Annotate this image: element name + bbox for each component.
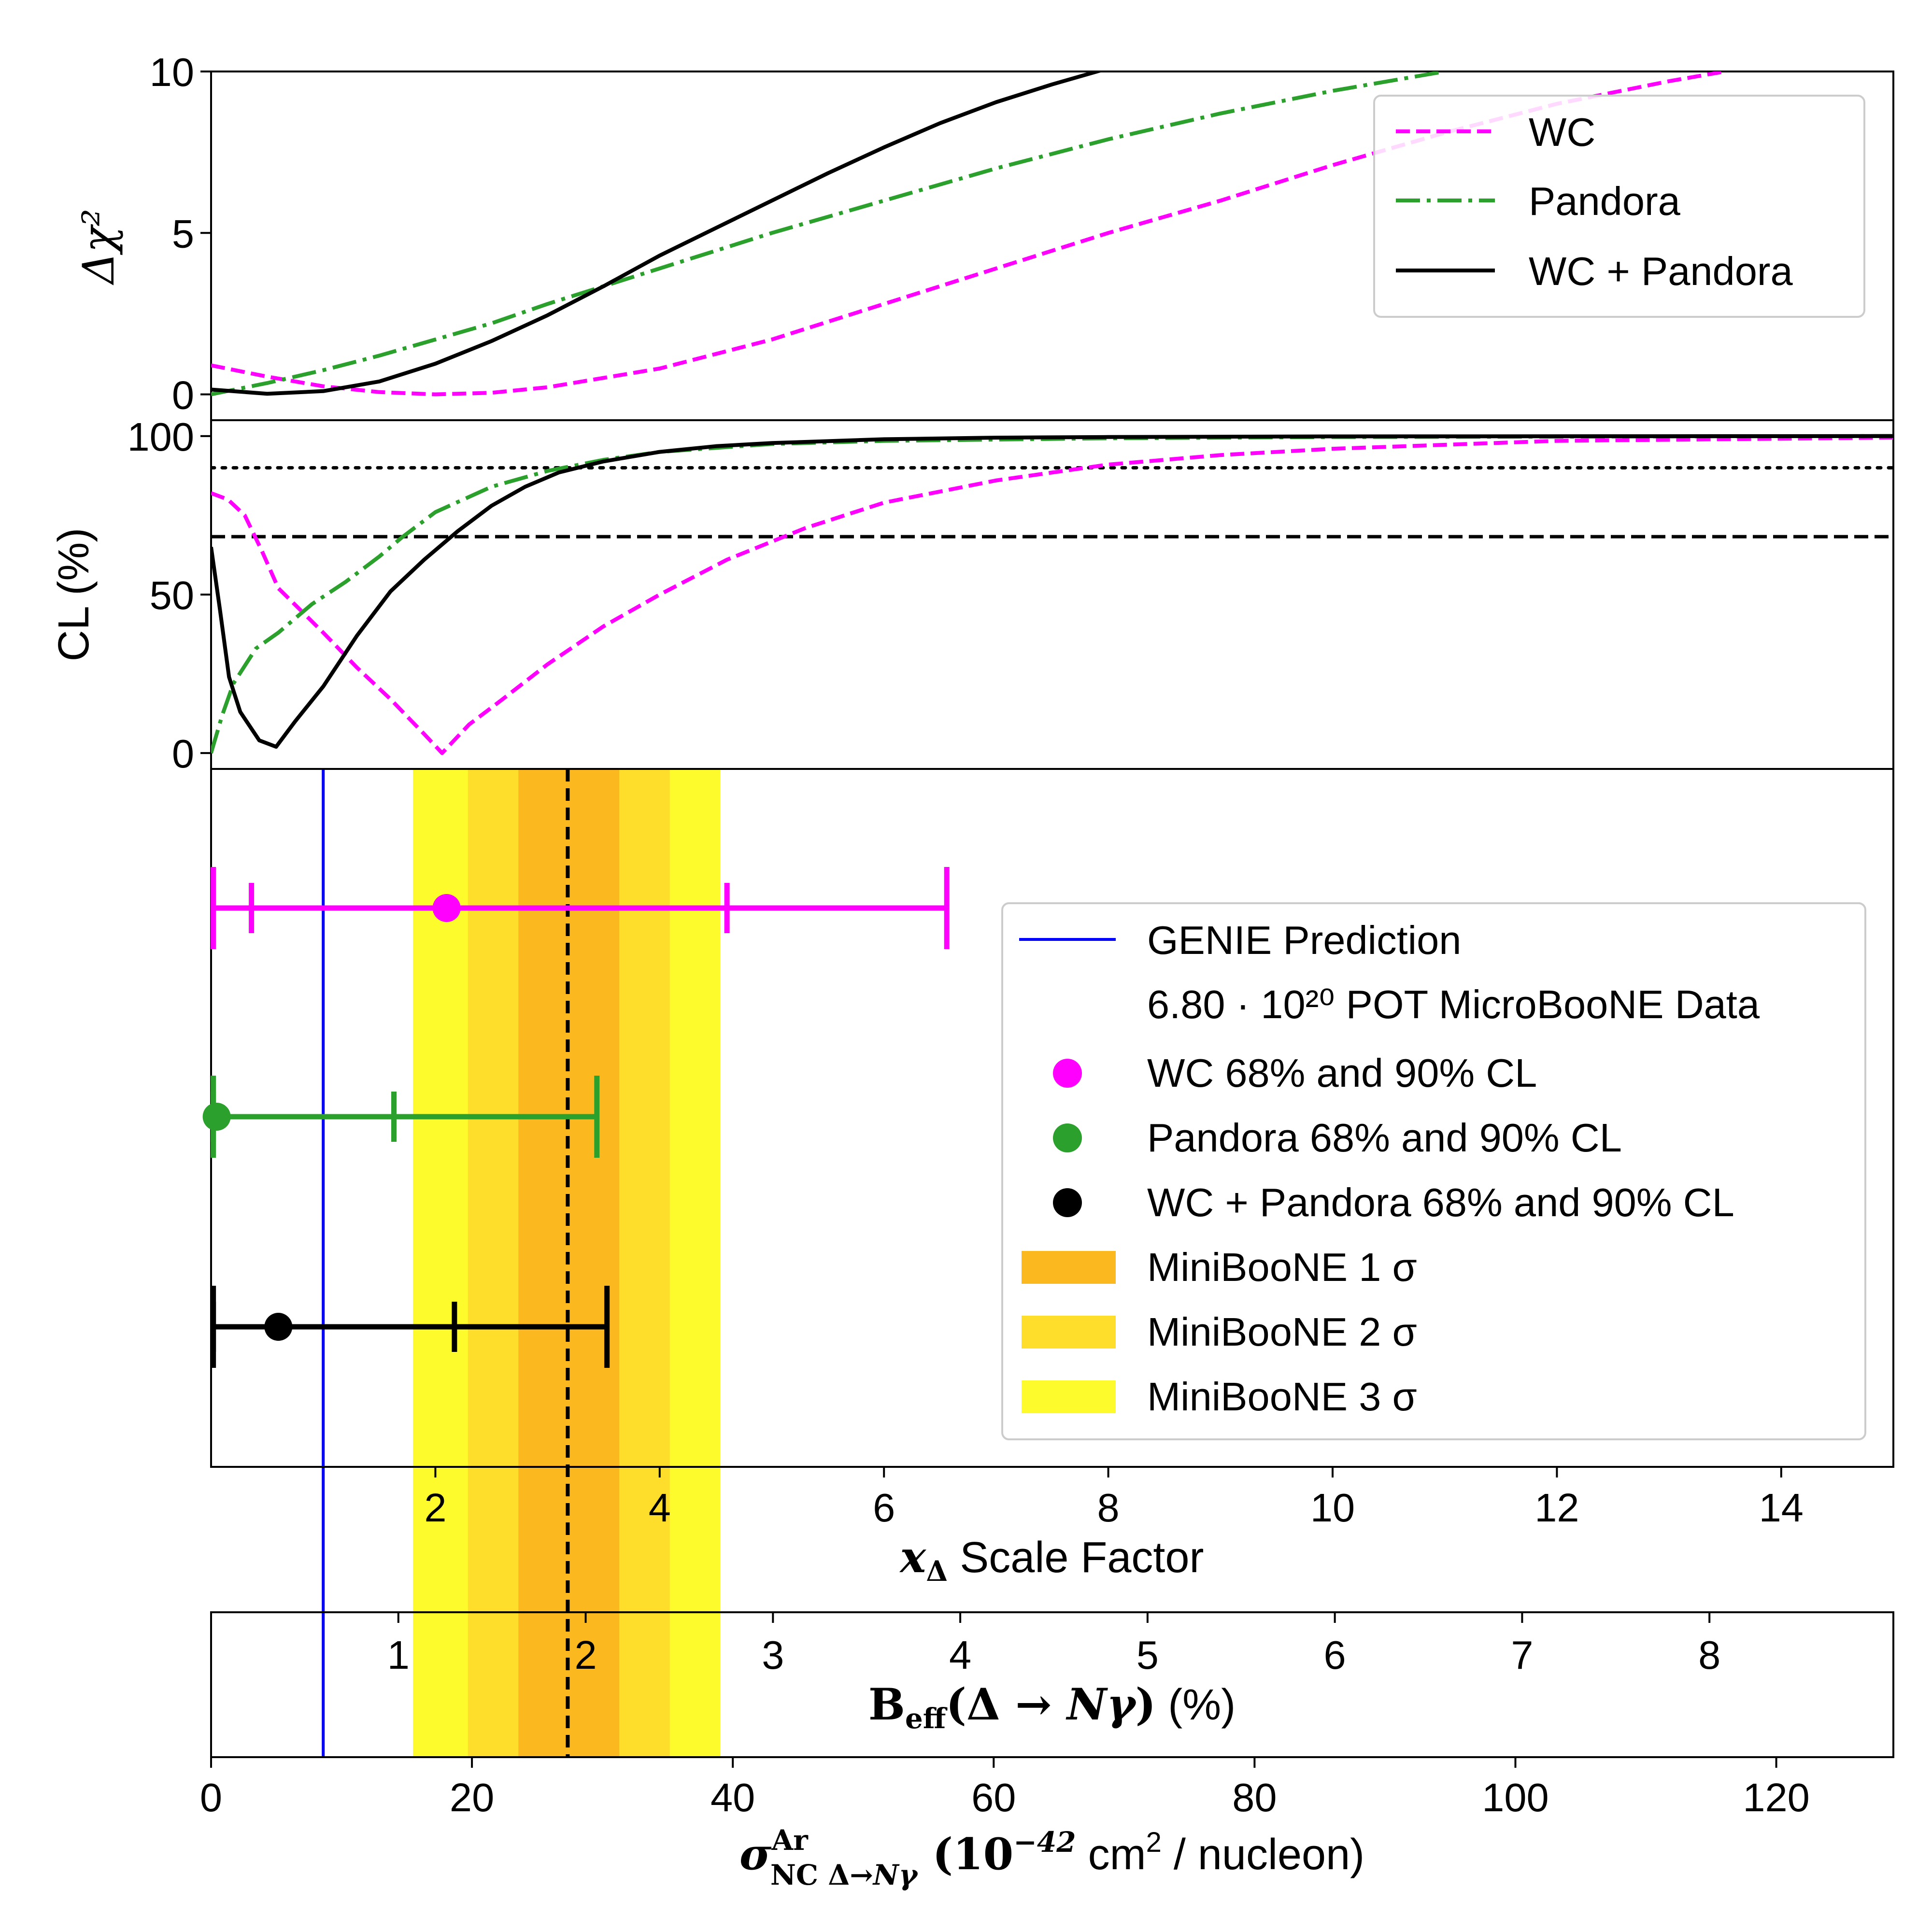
x-tick-label: 2	[574, 1633, 597, 1677]
cl-wc-curve	[211, 436, 1893, 755]
legend-combined-label: WC + Pandora	[1529, 249, 1793, 294]
beff-x-ticks: 1 2 3 4 5 6 7 8	[387, 1612, 1720, 1677]
delta-chi2-legend: WC Pandora WC + Pandora	[1373, 95, 1865, 318]
legend-wc-marker	[1053, 1059, 1082, 1088]
combined-error-bar	[211, 1286, 610, 1368]
y-tick-label: 0	[172, 731, 194, 776]
x-tick-label: 8	[1097, 1485, 1120, 1530]
x-tick-label: 6	[1324, 1633, 1346, 1677]
x-tick-label: 10	[1310, 1485, 1355, 1530]
beff-axis-frame	[210, 1611, 1894, 1758]
x-tick-label: 3	[762, 1633, 784, 1677]
reference-vertical-lines	[322, 769, 570, 1757]
legend-mb2-label: MiniBooNE 2 σ	[1147, 1309, 1417, 1354]
x-tick-label: 14	[1759, 1485, 1804, 1530]
cl-y-axis-label: CL (%)	[50, 528, 98, 662]
beff-x-axis-label: Beff(Δ → Nγ) (%)	[868, 1679, 1236, 1735]
delta-chi2-y-axis-label: Δχ²	[73, 209, 124, 285]
legend-combined-cl-label: WC + Pandora 68% and 90% CL	[1147, 1180, 1734, 1225]
delta-chi2-y-ticks: 0 5 10	[150, 50, 211, 418]
cl-y-ticks: 0 50 100	[128, 414, 211, 776]
legend-data-header: 6.80 · 10²⁰ POT MicroBooNE Data	[1147, 982, 1760, 1027]
limits-legend: GENIE Prediction 6.80 · 10²⁰ POT MicroBo…	[1001, 902, 1866, 1440]
legend-mb2-swatch	[1022, 1316, 1116, 1349]
y-tick-label: 0	[172, 373, 194, 418]
cl-curves	[211, 434, 1893, 755]
x-tick-label: 100	[1482, 1775, 1548, 1820]
cl-error-bars	[202, 867, 950, 1368]
cl-reference-lines	[211, 466, 1893, 539]
x-tick-label: 0	[200, 1775, 222, 1820]
legend-combined-marker	[1053, 1188, 1082, 1217]
y-tick-label: 10	[150, 50, 194, 95]
pandora-error-bar	[202, 1076, 600, 1158]
scale-factor-x-ticks: 2 4 6 8 10 12 14	[424, 1467, 1804, 1530]
x-tick-label: 8	[1698, 1633, 1720, 1677]
x-tick-label: 12	[1534, 1485, 1579, 1530]
pandora-best-fit-point	[202, 1103, 231, 1131]
y-tick-label: 100	[128, 414, 194, 459]
x-tick-label: 4	[949, 1633, 971, 1677]
x-tick-label: 20	[450, 1775, 494, 1820]
y-tick-label: 50	[150, 573, 194, 618]
x-tick-label: 120	[1743, 1775, 1809, 1820]
legend-genie-label: GENIE Prediction	[1147, 918, 1461, 963]
legend-wc-cl-label: WC 68% and 90% CL	[1147, 1051, 1537, 1095]
x-tick-label: 7	[1511, 1633, 1533, 1677]
x-tick-label: 60	[971, 1775, 1016, 1820]
delta-chi2-combined-curve	[211, 71, 1104, 396]
wc-best-fit-point	[432, 894, 461, 922]
cl-pandora-curve	[211, 434, 1893, 754]
x-tick-label: 1	[387, 1633, 410, 1677]
legend-mb1-swatch	[1022, 1251, 1116, 1284]
legend-pandora-label: Pandora	[1529, 179, 1681, 224]
x-tick-label: 6	[873, 1485, 895, 1530]
delta-chi2-pandora-curve	[211, 71, 1445, 397]
y-tick-label: 5	[172, 211, 194, 256]
combined-best-fit-point	[264, 1313, 293, 1341]
x-tick-label: 4	[649, 1485, 671, 1530]
legend-pandora-marker	[1053, 1123, 1082, 1152]
x-tick-label: 5	[1136, 1633, 1159, 1677]
x-tick-label: 40	[710, 1775, 755, 1820]
legend-wc-label: WC	[1529, 110, 1595, 155]
cross-section-x-axis-label: σAr NC Δ→Nγ (10−42 cm2 / nucleon)	[739, 1824, 1364, 1891]
legend-pandora-cl-label: Pandora 68% and 90% CL	[1147, 1115, 1622, 1160]
cl-combined-curve	[211, 434, 1893, 749]
cross-section-x-ticks: 0 20 40 60 80 100 120	[200, 1757, 1810, 1820]
legend-mb3-swatch	[1022, 1380, 1116, 1413]
wc-error-bar	[211, 867, 950, 949]
legend-mb1-label: MiniBooNE 1 σ	[1147, 1245, 1417, 1290]
scale-factor-x-axis-label: xΔ Scale Factor	[899, 1532, 1204, 1588]
legend-mb3-label: MiniBooNE 3 σ	[1147, 1374, 1417, 1419]
x-tick-label: 2	[424, 1485, 446, 1530]
x-tick-label: 80	[1232, 1775, 1277, 1820]
